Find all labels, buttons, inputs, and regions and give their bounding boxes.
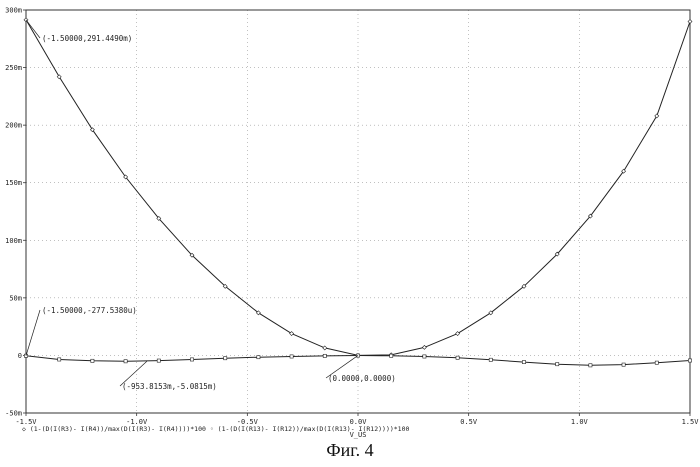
- y-tick-label: 150m: [5, 179, 22, 187]
- series-1-point: [422, 345, 426, 349]
- y-tick-label: 300m: [5, 7, 22, 15]
- x-tick-label: 0.5V: [460, 418, 478, 426]
- series-2-point: [323, 354, 326, 357]
- y-tick-label: 50m: [9, 294, 22, 302]
- series-2-point: [655, 361, 658, 364]
- figure-caption: Фиг. 4: [0, 440, 700, 461]
- series-2-point: [290, 355, 293, 358]
- series-2-point: [423, 355, 426, 358]
- x-tick-label: 1.0V: [571, 418, 589, 426]
- series-2-point: [456, 356, 459, 359]
- y-tick-label: 100m: [5, 237, 22, 245]
- annotation-label: (-1.50000,291.4490m): [42, 34, 132, 43]
- series-2-point: [157, 359, 160, 362]
- series-2-point: [257, 356, 260, 359]
- tick-labels: -1.5V-1.0V-0.5V0.0V0.5V1.0V1.5V300m250m2…: [5, 7, 699, 427]
- series-2-point: [489, 358, 492, 361]
- annotation-label: (0.0000,0.0000): [328, 374, 396, 383]
- series-2-point: [190, 358, 193, 361]
- annotation-leader: [26, 20, 40, 38]
- y-tick-label: 200m: [5, 122, 22, 130]
- series-2-point: [91, 359, 94, 362]
- series-1-point: [688, 20, 692, 24]
- series-2-point: [58, 358, 61, 361]
- grid-lines: [26, 10, 690, 413]
- y-tick-label: -50m: [5, 410, 22, 418]
- x-tick-label: 1.5V: [682, 418, 700, 426]
- series-2-point: [390, 354, 393, 357]
- series-1-point: [323, 346, 327, 350]
- series-2-point: [589, 364, 592, 367]
- series-2-point: [622, 363, 625, 366]
- y-tick-label: 0: [18, 352, 22, 360]
- y-tick-label: 250m: [5, 64, 22, 72]
- series-2-point: [224, 357, 227, 360]
- series-2-point: [522, 361, 525, 364]
- trace-expression: ◇ (1-(D(I(R3)- I(R4))/max(D(I(R3)- I(R4)…: [22, 425, 410, 433]
- series-2-point: [556, 363, 559, 366]
- annotation-label: (-1.50000,-277.5380u): [42, 306, 137, 315]
- series-2-point: [688, 359, 691, 362]
- annotation-leader: [26, 310, 40, 356]
- annotation-label: (-953.8153m,-5.0815m): [122, 382, 217, 391]
- series-2-point: [124, 360, 127, 363]
- line-chart: -1.5V-1.0V-0.5V0.0V0.5V1.0V1.5V300m250m2…: [0, 0, 700, 440]
- annotations: (-1.50000,291.4490m) (-1.50000,-277.5380u…: [26, 20, 396, 391]
